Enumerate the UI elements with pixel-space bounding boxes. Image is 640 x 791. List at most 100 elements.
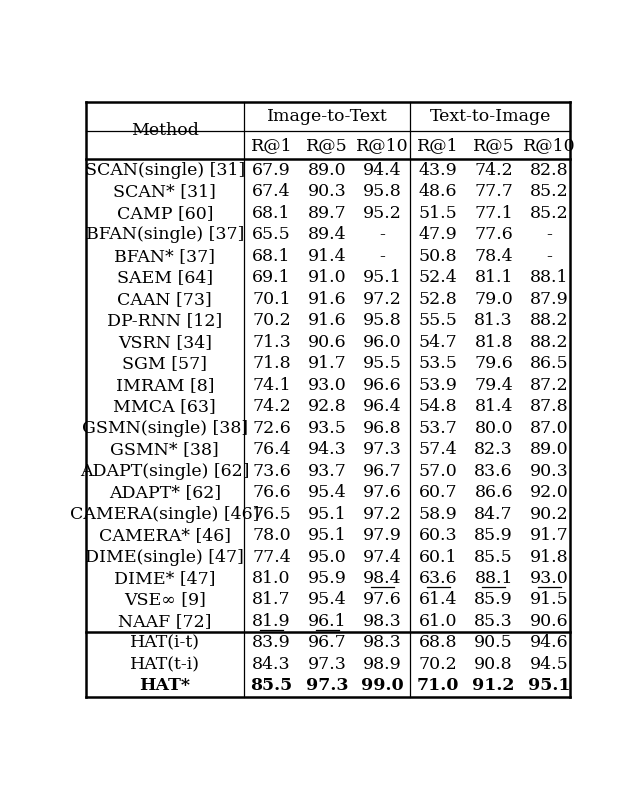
Text: 63.6: 63.6: [419, 570, 458, 587]
Text: 89.4: 89.4: [308, 226, 346, 243]
Text: 54.8: 54.8: [419, 398, 458, 415]
Text: 96.1: 96.1: [308, 613, 346, 630]
Text: 81.4: 81.4: [474, 398, 513, 415]
Text: 95.1: 95.1: [528, 677, 570, 694]
Text: 85.9: 85.9: [474, 527, 513, 544]
Text: 52.8: 52.8: [419, 290, 458, 308]
Text: 47.9: 47.9: [419, 226, 458, 243]
Text: 97.2: 97.2: [363, 290, 402, 308]
Text: 48.6: 48.6: [419, 184, 458, 200]
Text: 77.6: 77.6: [474, 226, 513, 243]
Text: BFAN(single) [37]: BFAN(single) [37]: [86, 226, 244, 243]
Text: 90.6: 90.6: [308, 334, 346, 350]
Text: 73.6: 73.6: [252, 463, 291, 479]
Text: 79.4: 79.4: [474, 377, 513, 394]
Text: DIME* [47]: DIME* [47]: [114, 570, 216, 587]
Text: SCAN(single) [31]: SCAN(single) [31]: [84, 161, 245, 179]
Text: 90.3: 90.3: [530, 463, 568, 479]
Text: 65.5: 65.5: [252, 226, 291, 243]
Text: 87.0: 87.0: [530, 419, 568, 437]
Text: 94.5: 94.5: [530, 656, 568, 673]
Text: 94.3: 94.3: [308, 441, 346, 458]
Text: NAAF [72]: NAAF [72]: [118, 613, 212, 630]
Text: 91.8: 91.8: [530, 548, 568, 566]
Text: VSRN [34]: VSRN [34]: [118, 334, 212, 350]
Text: R@1: R@1: [417, 137, 459, 153]
Text: 68.1: 68.1: [252, 205, 291, 221]
Text: Method: Method: [131, 123, 199, 139]
Text: DP-RNN [12]: DP-RNN [12]: [107, 312, 223, 329]
Text: 93.0: 93.0: [530, 570, 568, 587]
Text: 82.8: 82.8: [530, 161, 568, 179]
Text: 60.7: 60.7: [419, 484, 458, 501]
Text: 94.4: 94.4: [364, 161, 402, 179]
Text: R@10: R@10: [523, 137, 575, 153]
Text: 74.2: 74.2: [474, 161, 513, 179]
Text: HAT*: HAT*: [140, 677, 190, 694]
Text: 84.7: 84.7: [474, 505, 513, 523]
Text: 95.4: 95.4: [308, 484, 346, 501]
Text: 93.5: 93.5: [308, 419, 346, 437]
Text: 68.1: 68.1: [252, 248, 291, 265]
Text: 90.6: 90.6: [530, 613, 568, 630]
Text: GSMN* [38]: GSMN* [38]: [111, 441, 219, 458]
Text: 95.8: 95.8: [363, 312, 402, 329]
Text: 97.2: 97.2: [363, 505, 402, 523]
Text: 71.3: 71.3: [252, 334, 291, 350]
Text: 76.6: 76.6: [252, 484, 291, 501]
Text: 97.9: 97.9: [363, 527, 402, 544]
Text: CAAN [73]: CAAN [73]: [118, 290, 212, 308]
Text: 96.4: 96.4: [364, 398, 402, 415]
Text: 95.9: 95.9: [308, 570, 346, 587]
Text: -: -: [380, 226, 385, 243]
Text: 91.2: 91.2: [472, 677, 515, 694]
Text: 55.5: 55.5: [419, 312, 458, 329]
Text: 90.5: 90.5: [474, 634, 513, 652]
Text: 68.8: 68.8: [419, 634, 458, 652]
Text: 90.2: 90.2: [530, 505, 568, 523]
Text: 95.1: 95.1: [308, 505, 346, 523]
Text: 91.7: 91.7: [530, 527, 568, 544]
Text: 60.1: 60.1: [419, 548, 458, 566]
Text: 96.7: 96.7: [363, 463, 402, 479]
Text: 94.6: 94.6: [530, 634, 568, 652]
Text: 53.7: 53.7: [419, 419, 458, 437]
Text: 81.7: 81.7: [252, 592, 291, 608]
Text: 91.5: 91.5: [530, 592, 568, 608]
Text: 84.3: 84.3: [252, 656, 291, 673]
Text: 89.0: 89.0: [530, 441, 568, 458]
Text: 74.1: 74.1: [252, 377, 291, 394]
Text: Text-to-Image: Text-to-Image: [429, 108, 551, 125]
Text: 78.4: 78.4: [474, 248, 513, 265]
Text: 99.0: 99.0: [361, 677, 404, 694]
Text: 98.3: 98.3: [363, 613, 402, 630]
Text: 98.9: 98.9: [363, 656, 402, 673]
Text: -: -: [547, 226, 552, 243]
Text: 88.2: 88.2: [530, 312, 568, 329]
Text: 70.2: 70.2: [419, 656, 458, 673]
Text: 95.2: 95.2: [363, 205, 402, 221]
Text: 57.4: 57.4: [419, 441, 458, 458]
Text: 81.3: 81.3: [474, 312, 513, 329]
Text: 92.0: 92.0: [530, 484, 568, 501]
Text: 81.0: 81.0: [252, 570, 291, 587]
Text: 90.8: 90.8: [474, 656, 513, 673]
Text: HAT(i-t): HAT(i-t): [130, 634, 200, 652]
Text: 97.3: 97.3: [363, 441, 402, 458]
Text: 91.7: 91.7: [308, 355, 346, 372]
Text: 81.1: 81.1: [474, 269, 513, 286]
Text: 95.0: 95.0: [308, 548, 346, 566]
Text: 97.3: 97.3: [308, 656, 346, 673]
Text: 88.1: 88.1: [530, 269, 568, 286]
Text: R@10: R@10: [356, 137, 409, 153]
Text: 70.2: 70.2: [252, 312, 291, 329]
Text: 74.2: 74.2: [252, 398, 291, 415]
Text: 72.6: 72.6: [252, 419, 291, 437]
Text: 70.1: 70.1: [252, 290, 291, 308]
Text: 85.9: 85.9: [474, 592, 513, 608]
Text: 95.1: 95.1: [308, 527, 346, 544]
Text: 77.7: 77.7: [474, 184, 513, 200]
Text: 60.3: 60.3: [419, 527, 458, 544]
Text: 76.4: 76.4: [252, 441, 291, 458]
Text: 95.8: 95.8: [363, 184, 402, 200]
